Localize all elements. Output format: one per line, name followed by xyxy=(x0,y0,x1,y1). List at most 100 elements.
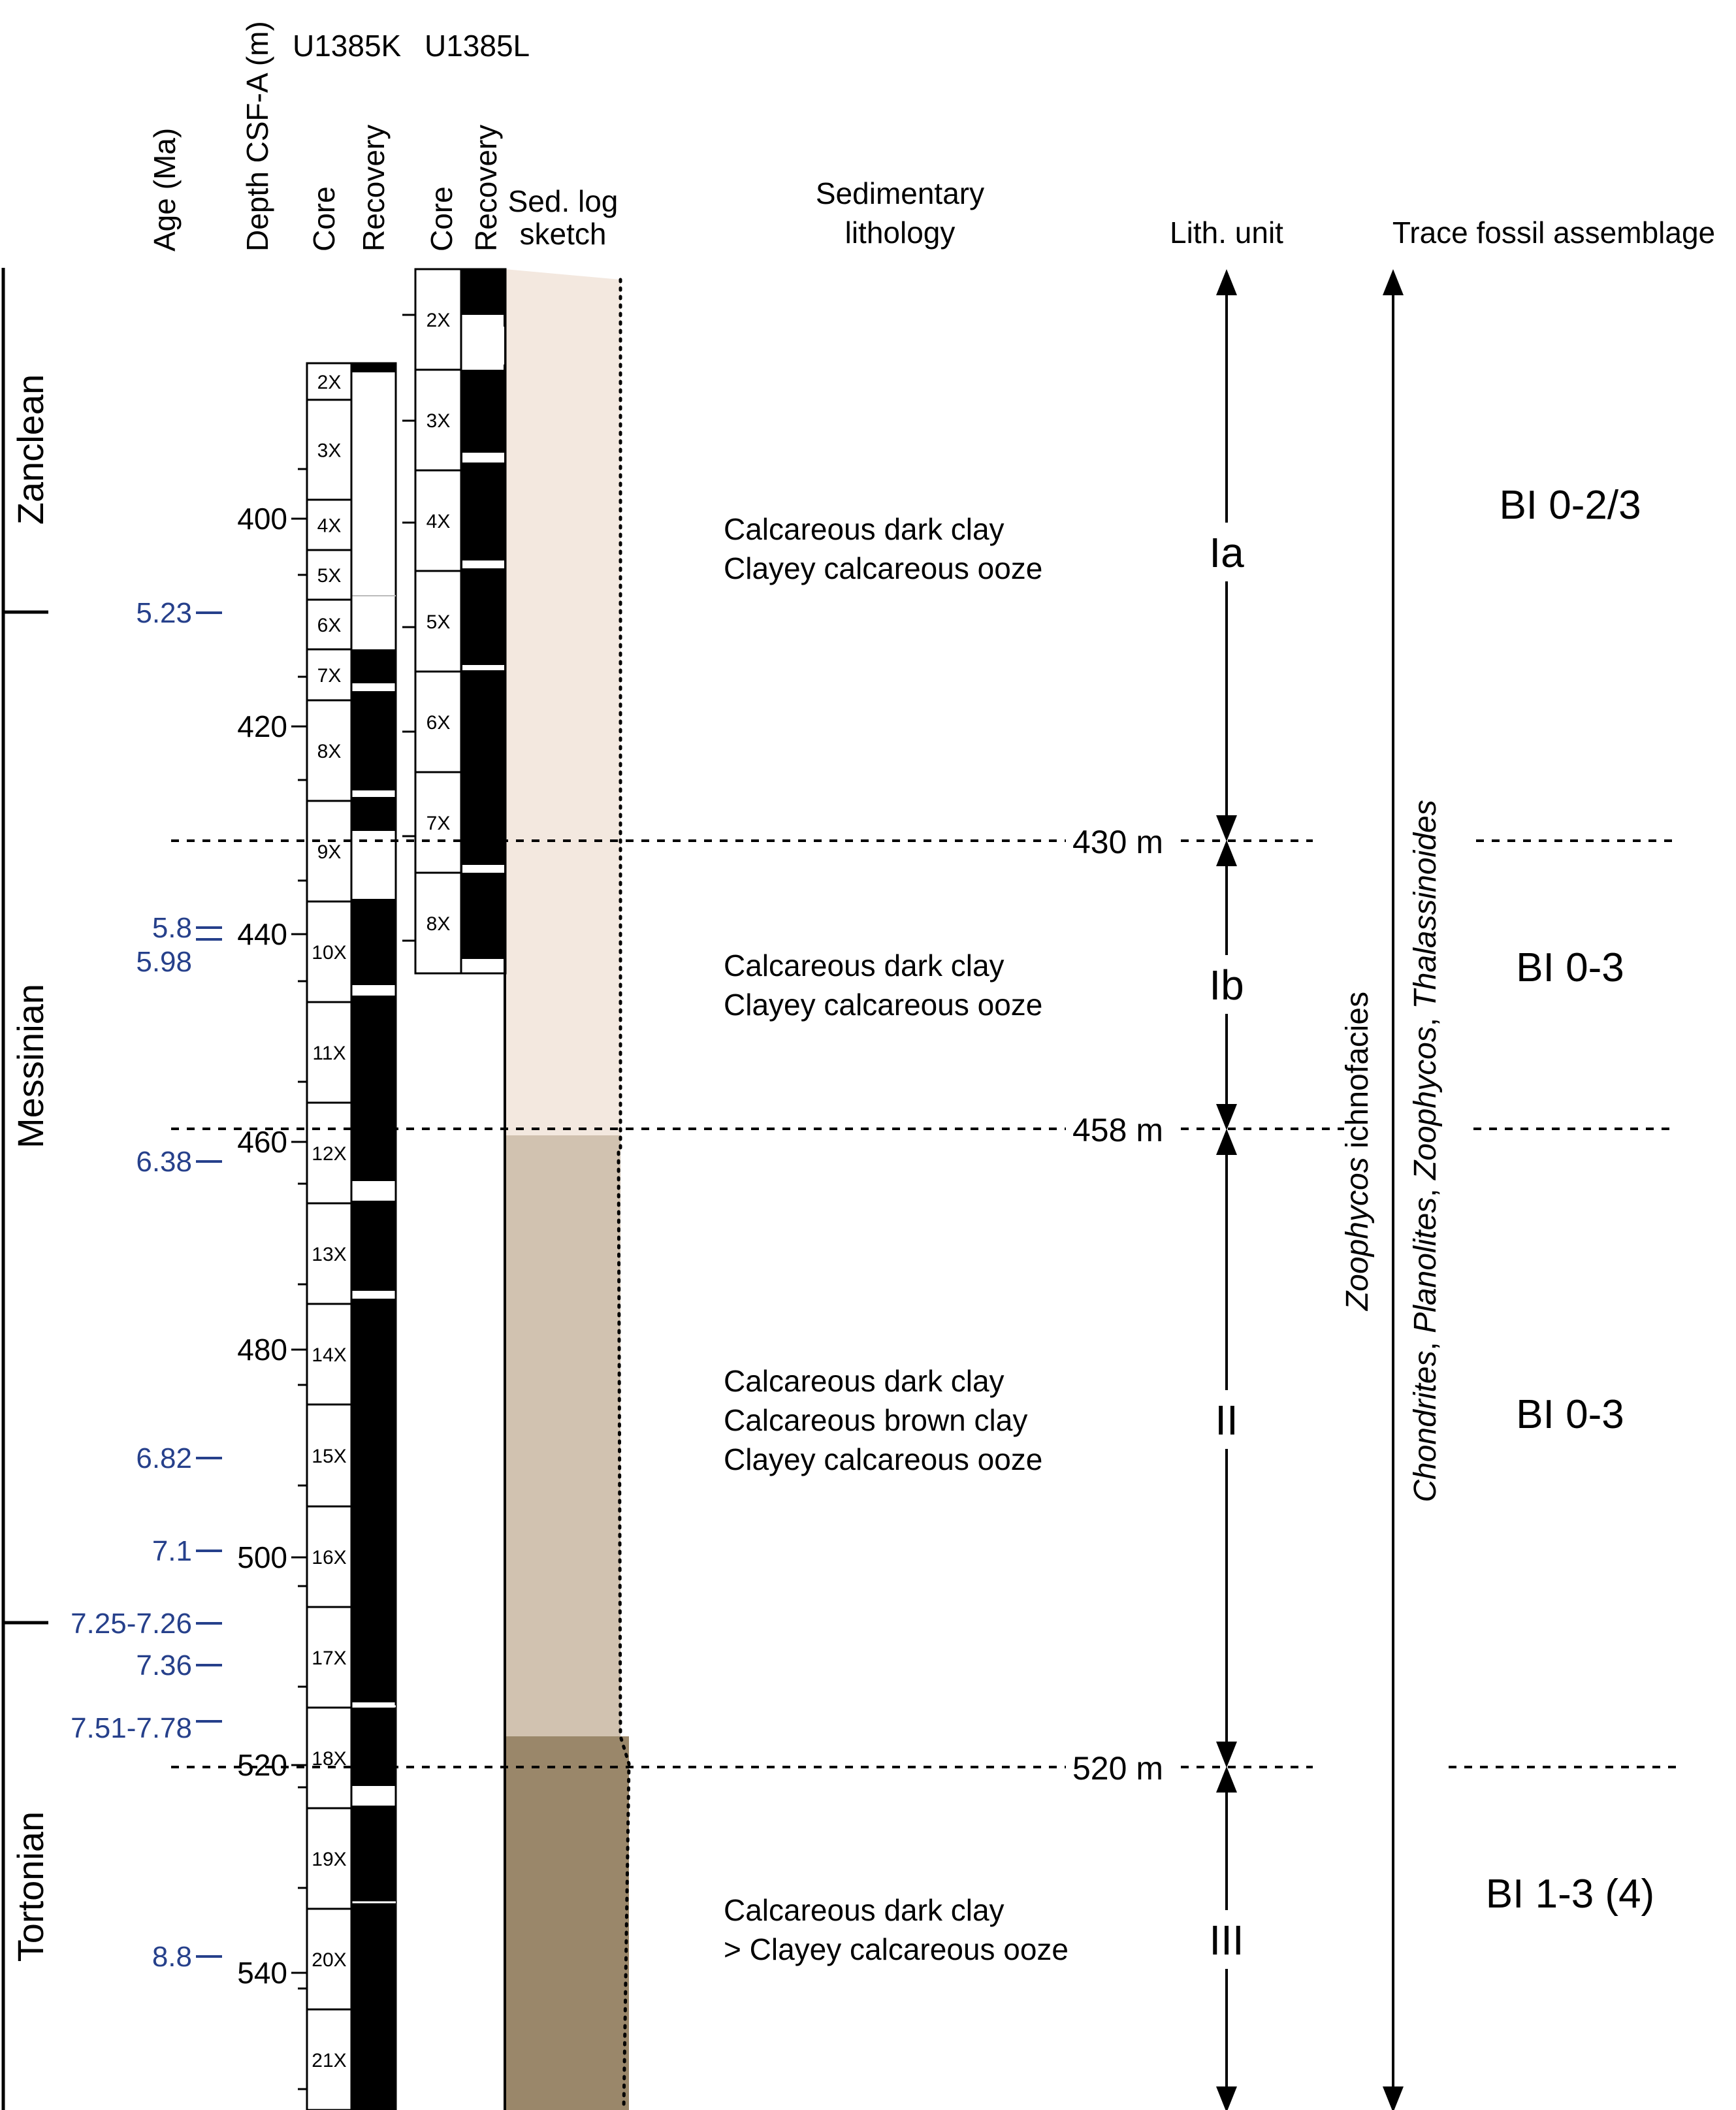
column-headers: Age (Ma) Depth CSF-A (m) U1385K U1385L C… xyxy=(148,21,1715,252)
unit-label-ii: II xyxy=(1215,1397,1238,1444)
recovery-gap xyxy=(462,865,504,873)
depth-tick-label: 400 xyxy=(237,502,287,536)
recovered-interval xyxy=(351,363,396,372)
recovery-gap xyxy=(462,453,504,463)
core-label: 17X xyxy=(312,1647,346,1669)
age-label: 7.25-7.26 xyxy=(71,1608,192,1640)
age-label: 6.82 xyxy=(136,1442,192,1474)
depth-tick-label: 460 xyxy=(237,1125,287,1159)
core-box xyxy=(306,1706,353,1810)
unit-label-bg xyxy=(1202,955,1251,1014)
core-label: 7X xyxy=(317,665,342,687)
depth-tick-label: 540 xyxy=(237,1956,287,1990)
recovery-gap xyxy=(462,665,504,670)
recovery-gap xyxy=(353,986,394,990)
depth-tick-label: 500 xyxy=(237,1540,287,1574)
core-box xyxy=(414,368,462,472)
age-label: 5.8 xyxy=(152,912,192,944)
core-label: 3X xyxy=(426,410,451,432)
core-box xyxy=(306,1101,353,1205)
ichnofacies-label: Zoophycos ichnofacies xyxy=(1340,992,1375,1311)
boundary-label-430: 430 m xyxy=(1072,824,1163,860)
age-label: 5.23 xyxy=(136,597,192,629)
core-label: 2X xyxy=(426,310,451,331)
recovered-interval xyxy=(351,691,396,790)
core-header-k: Core xyxy=(307,186,341,252)
core-box xyxy=(414,469,462,572)
recovered-interval xyxy=(351,996,396,1181)
recovery-gap xyxy=(353,1291,394,1299)
sed-log-sketch xyxy=(504,269,631,2110)
core-label: 15X xyxy=(312,1446,346,1467)
trace-genera-label: Chondrites, Planolites, Zoophycos, Thala… xyxy=(1408,800,1443,1502)
core-label: 8X xyxy=(426,913,451,935)
unit-label-bg xyxy=(1202,1390,1251,1449)
boundary-label-bg xyxy=(1069,1108,1178,1150)
depth-header: Depth CSF-A (m) xyxy=(240,21,274,252)
core-label: 4X xyxy=(426,511,451,532)
unit-label-iii: III xyxy=(1209,1917,1244,1964)
lithology-text: Calcareous dark clay xyxy=(724,1893,1005,1927)
sedlog-header-2: sketch xyxy=(520,217,607,251)
unit-label-ib: Ib xyxy=(1209,962,1244,1009)
recovery-header-l: Recovery xyxy=(469,125,503,252)
bioturbation-column: BI 0-2/3 BI 0-3 BI 0-3 BI 1-3 (4) xyxy=(1486,483,1654,1917)
recovered-interval xyxy=(461,269,506,315)
boundary-label-458: 458 m xyxy=(1072,1112,1163,1148)
core-box xyxy=(306,699,353,802)
lithology-header: Sedimentary xyxy=(816,176,984,210)
core-box xyxy=(306,1001,353,1104)
core-label: 7X xyxy=(426,813,451,834)
stage-column: Zanclean Messinian Tortonian xyxy=(1,268,51,2110)
core-label: 5X xyxy=(426,611,451,633)
depth-tick-label: 480 xyxy=(237,1333,287,1367)
core-label: 16X xyxy=(312,1547,346,1568)
bi-label-iii: BI 1-3 (4) xyxy=(1486,1872,1654,1917)
core-label: 14X xyxy=(312,1344,346,1366)
stage-messinian: Messinian xyxy=(10,984,51,1148)
core-box xyxy=(306,2008,353,2110)
bi-label-ia: BI 0-2/3 xyxy=(1499,483,1641,528)
age-label: 5.98 xyxy=(136,946,192,978)
core-box xyxy=(306,1606,353,1709)
core-label: 21X xyxy=(312,2050,346,2071)
ichnofacies-column: Zoophycos ichnofacies Chondrites, Planol… xyxy=(1340,269,1443,2110)
lithology-text: Clayey calcareous ooze xyxy=(724,988,1042,1022)
lithology-text: Clayey calcareous ooze xyxy=(724,1442,1042,1476)
recovery-header-k: Recovery xyxy=(357,125,391,252)
boundary-label-bg xyxy=(1069,1746,1178,1788)
stage-tortonian: Tortonian xyxy=(10,1811,51,1962)
recovered-interval xyxy=(351,899,396,985)
boundary-label-bg xyxy=(1069,820,1178,862)
unit-boundaries: 430 m 458 m 520 m xyxy=(171,820,1677,1788)
age-label: 8.8 xyxy=(152,1941,192,1973)
recovered-interval xyxy=(351,1201,396,1291)
lith-unit-header: Lith. unit xyxy=(1170,216,1283,250)
core-box xyxy=(414,771,462,874)
lithology-text: Clayey calcareous ooze xyxy=(724,551,1042,585)
age-label: 7.1 xyxy=(152,1535,192,1567)
sedlog-header: Sed. log xyxy=(508,184,619,218)
sed-log-unit-1 xyxy=(505,269,620,1135)
age-label: 6.38 xyxy=(136,1146,192,1178)
recovered-interval xyxy=(461,370,506,959)
recovered-interval xyxy=(351,1806,396,2110)
hole-l-header: U1385L xyxy=(425,29,530,63)
depth-axis: 400 420 440 460 480 500 520 540 xyxy=(237,502,307,1990)
stage-zanclean: Zanclean xyxy=(10,374,51,525)
core-column-u1385l: 2X 3X 4X 5X 6X 7X 8X xyxy=(402,268,507,975)
age-label: 7.36 xyxy=(136,1649,192,1681)
unit-label-bg xyxy=(1202,1910,1251,1969)
core-label: 19X xyxy=(312,1849,346,1870)
sed-log-right-dotted xyxy=(617,278,631,2110)
sed-log-unit-3 xyxy=(505,1736,629,2110)
lithology-text: Calcareous brown clay xyxy=(724,1403,1027,1437)
recovered-interval xyxy=(351,649,396,683)
recovery-gap xyxy=(353,792,394,797)
core-label: 6X xyxy=(426,712,451,734)
age-label: 7.51-7.78 xyxy=(71,1712,192,1744)
core-label: 13X xyxy=(312,1244,346,1265)
lithology-header-2: lithology xyxy=(845,216,956,250)
depth-tick-label: 440 xyxy=(237,917,287,951)
recovered-interval xyxy=(351,1299,396,1702)
